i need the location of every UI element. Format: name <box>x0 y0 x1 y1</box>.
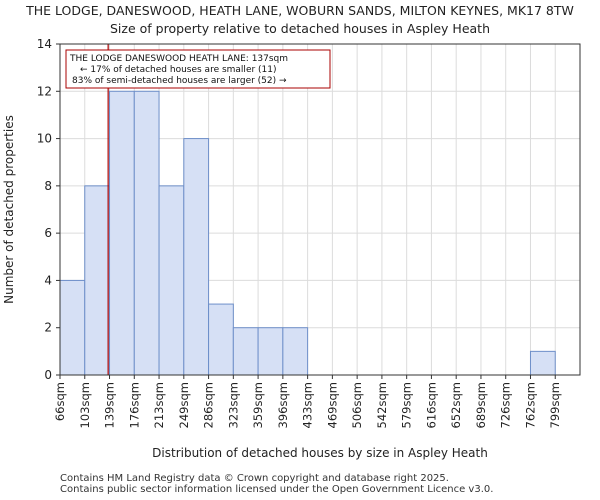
bars <box>59 90 556 376</box>
x-tick-label: 579sqm <box>400 382 414 428</box>
bar-396sqm <box>282 327 309 376</box>
x-tick-label: 286sqm <box>202 382 216 428</box>
y-tick-label: 12 <box>37 84 52 98</box>
bar-176sqm <box>133 90 160 376</box>
bar-66sqm <box>59 279 86 376</box>
x-tick-label: 249sqm <box>177 382 191 428</box>
x-tick-label: 66sqm <box>53 382 67 421</box>
bar-762sqm <box>529 350 556 376</box>
plot-frame <box>59 43 581 376</box>
annotation-line-1: THE LODGE DANESWOOD HEATH LANE: 137sqm <box>69 54 288 64</box>
bar-323sqm <box>232 327 259 376</box>
x-axis-ticks: 66sqm 103sqm 139sqm 176sqm 213sqm 249sqm 286sq… <box>53 375 562 428</box>
y-tick-label: 0 <box>44 368 52 382</box>
footer-line-1: Contains HM Land Registry data © Crown c… <box>60 473 449 484</box>
x-tick-label: 469sqm <box>325 382 339 428</box>
y-tick-label: 4 <box>44 273 52 287</box>
y-tick-label: 2 <box>44 321 52 335</box>
x-tick-label: 176sqm <box>127 382 141 428</box>
y-tick-label: 8 <box>44 179 52 193</box>
x-tick-label: 323sqm <box>226 382 240 428</box>
y-axis-ticks: 0 2 4 6 8 10 12 14 <box>37 37 60 382</box>
x-tick-label: 652sqm <box>449 382 463 428</box>
y-axis-label: Number of detached properties <box>2 115 16 304</box>
x-tick-label: 506sqm <box>350 382 364 428</box>
x-tick-label: 616sqm <box>424 382 438 428</box>
footer-line-2: Contains public sector information licen… <box>60 484 494 495</box>
bar-139sqm <box>109 90 135 376</box>
x-tick-label: 762sqm <box>523 382 537 428</box>
chart-subtitle: Size of property relative to detached ho… <box>109 21 491 36</box>
x-tick-label: 542sqm <box>375 382 389 428</box>
bar-213sqm <box>158 185 185 376</box>
x-tick-label: 139sqm <box>103 382 117 428</box>
x-tick-label: 689sqm <box>474 382 488 428</box>
chart-title: THE LODGE, DANESWOOD, HEATH LANE, WOBURN… <box>26 3 574 18</box>
y-tick-label: 10 <box>37 132 52 146</box>
y-tick-label: 14 <box>37 37 52 51</box>
x-axis-label: Distribution of detached houses by size … <box>152 446 488 460</box>
x-tick-label: 799sqm <box>548 382 562 428</box>
annotation-line-2: ← 17% of detached houses are smaller (11… <box>80 65 277 75</box>
annotation-box: THE LODGE DANESWOOD HEATH LANE: 137sqm ←… <box>65 49 331 89</box>
bar-249sqm <box>183 138 210 376</box>
bar-359sqm <box>257 327 284 376</box>
x-tick-label: 213sqm <box>152 382 166 428</box>
annotation-line-3: 83% of semi-detached houses are larger (… <box>72 76 287 86</box>
bar-103sqm <box>84 185 111 376</box>
x-tick-label: 359sqm <box>251 382 265 428</box>
x-tick-label: 433sqm <box>301 382 315 428</box>
x-tick-label: 396sqm <box>276 382 290 428</box>
bar-286sqm <box>208 303 234 376</box>
x-tick-label: 103sqm <box>78 382 92 428</box>
x-tick-label: 726sqm <box>499 382 513 428</box>
y-tick-label: 6 <box>44 226 52 240</box>
